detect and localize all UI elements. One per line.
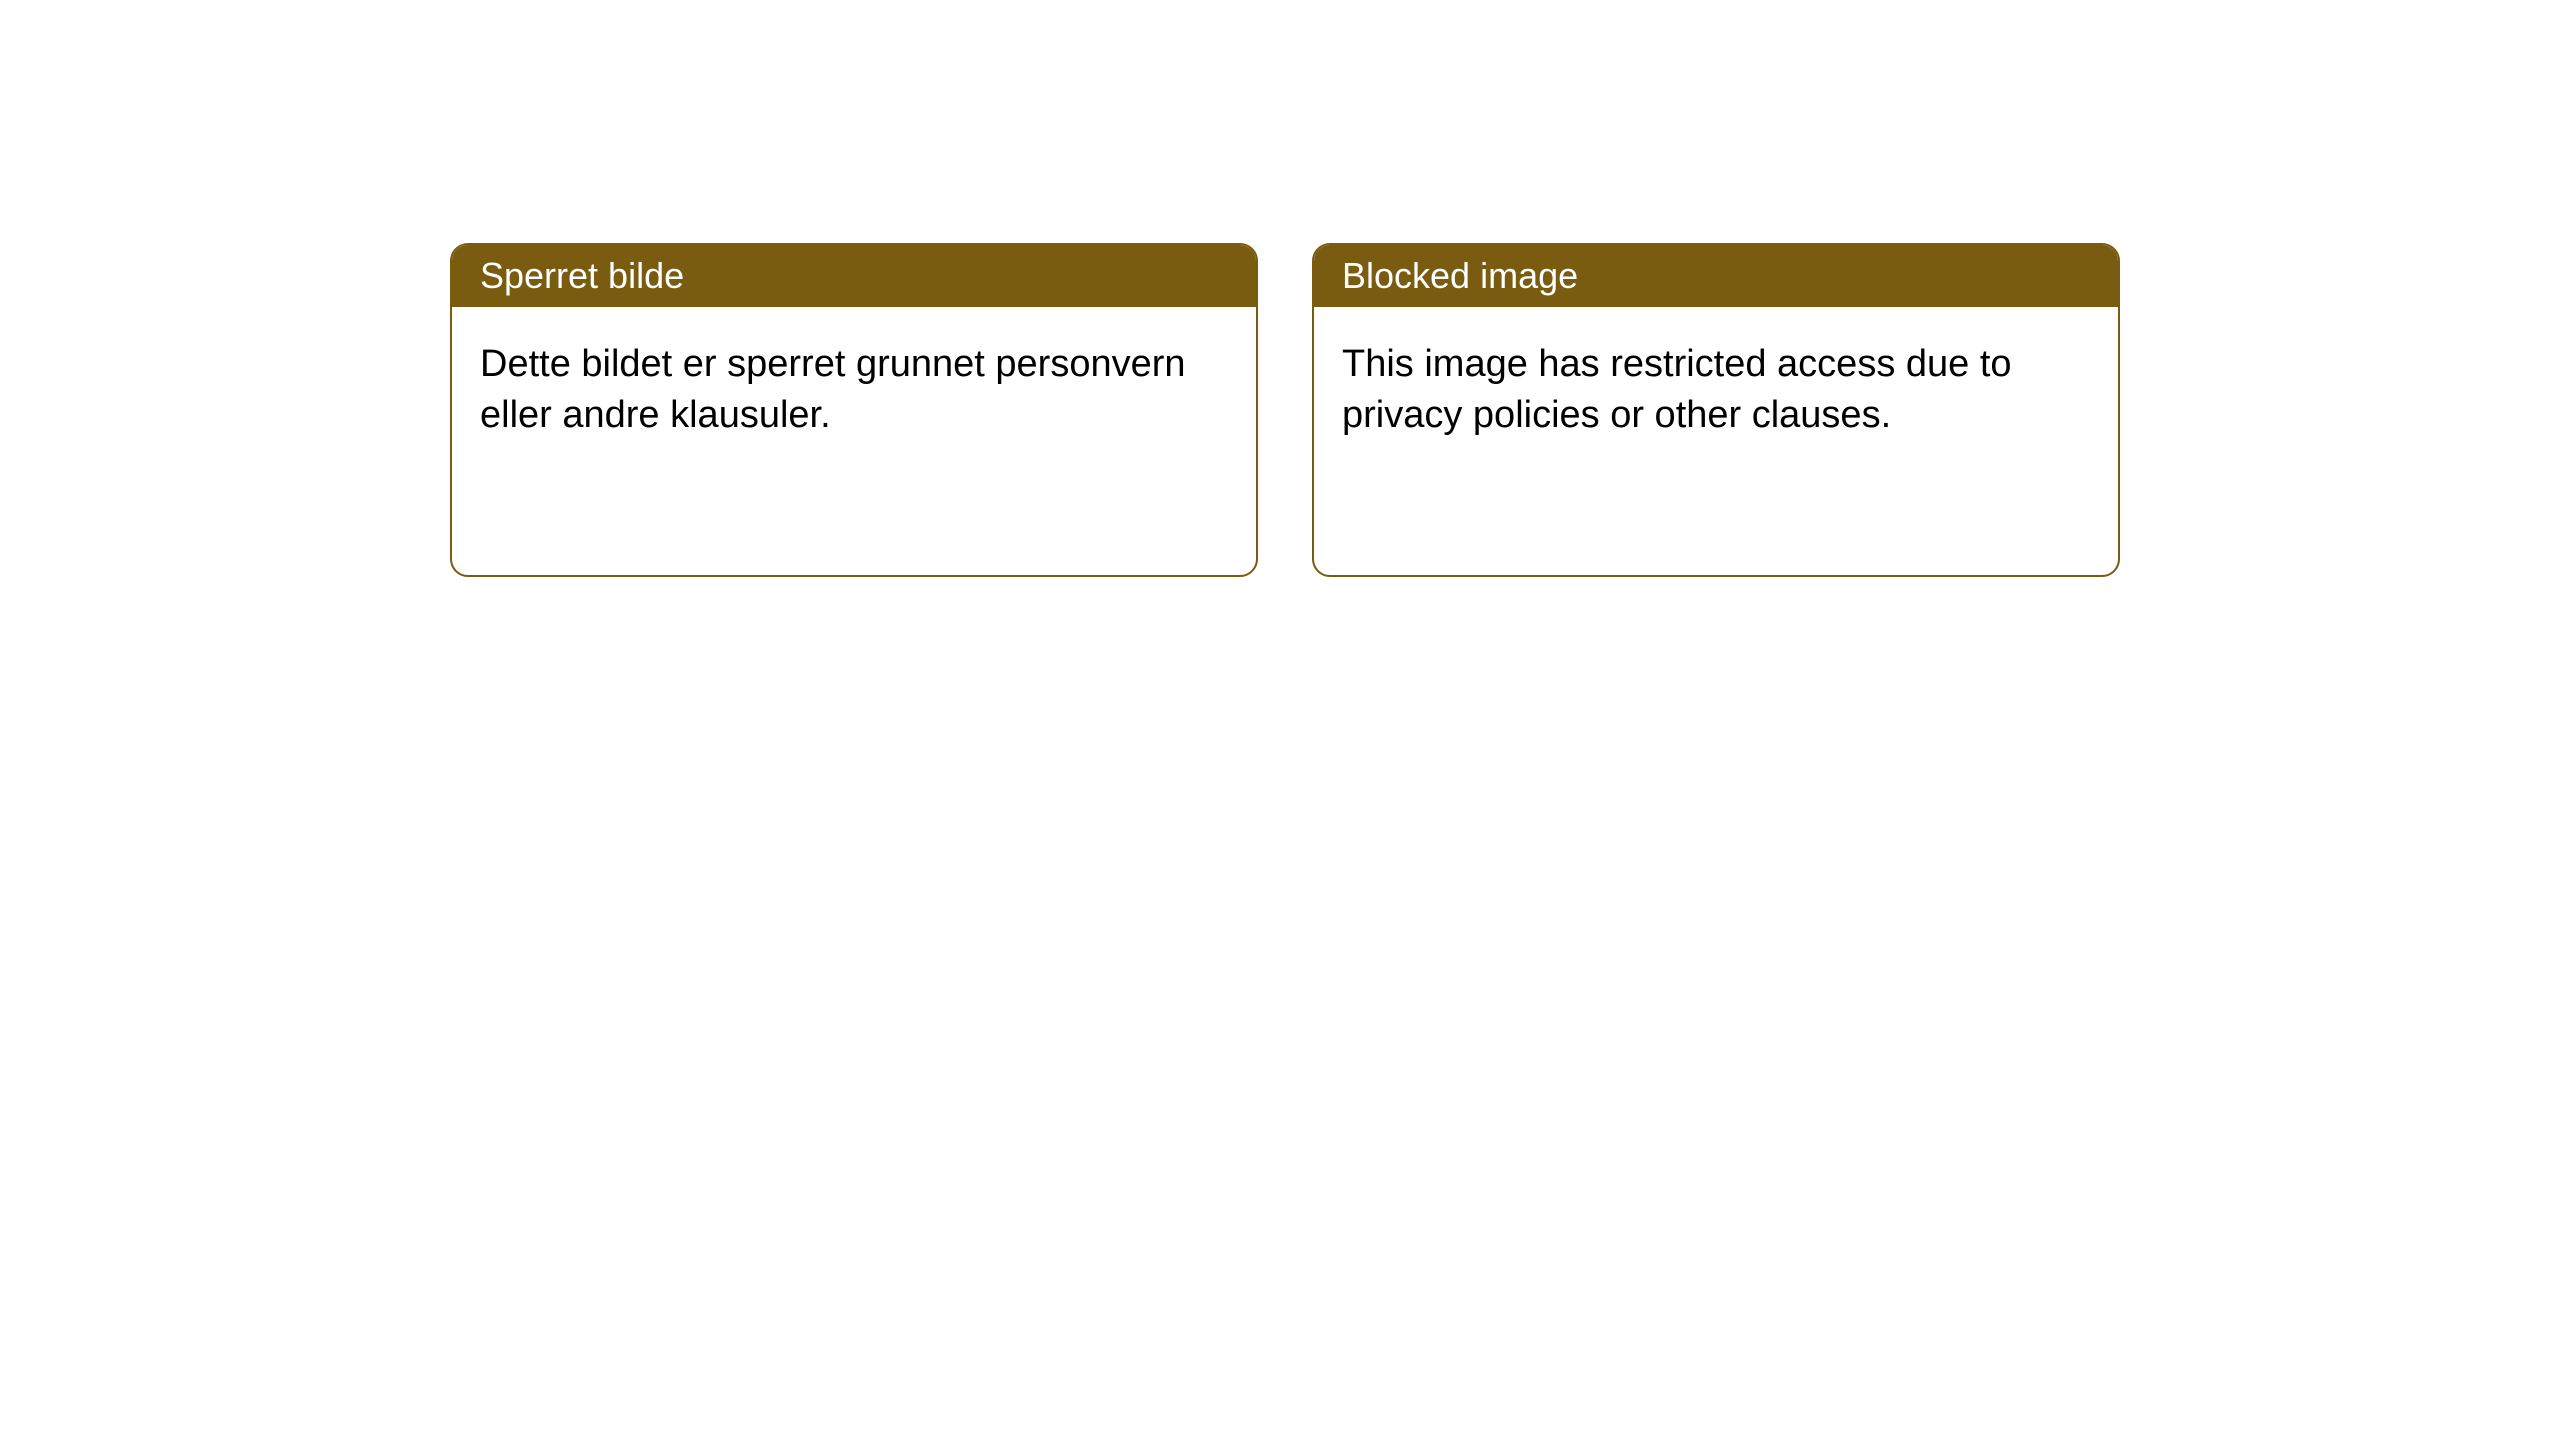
- card-title: Blocked image: [1342, 255, 1578, 296]
- card-header: Blocked image: [1314, 245, 2118, 307]
- blocked-image-card-no: Sperret bilde Dette bildet er sperret gr…: [450, 243, 1258, 577]
- card-header: Sperret bilde: [452, 245, 1256, 307]
- blocked-image-card-en: Blocked image This image has restricted …: [1312, 243, 2120, 577]
- notice-container: Sperret bilde Dette bildet er sperret gr…: [450, 243, 2120, 577]
- card-body: Dette bildet er sperret grunnet personve…: [452, 307, 1256, 474]
- card-body: This image has restricted access due to …: [1314, 307, 2118, 474]
- card-body-text: This image has restricted access due to …: [1342, 343, 2012, 436]
- card-title: Sperret bilde: [480, 255, 684, 296]
- card-body-text: Dette bildet er sperret grunnet personve…: [480, 343, 1186, 436]
